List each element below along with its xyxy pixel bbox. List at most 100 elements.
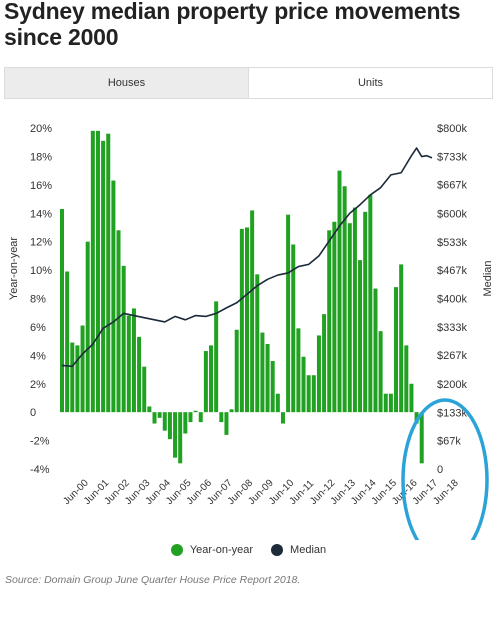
bar	[265, 343, 270, 413]
bar	[234, 329, 239, 413]
bar	[178, 412, 183, 464]
bar	[245, 227, 249, 413]
bar	[116, 230, 121, 413]
bar	[409, 383, 414, 413]
bar	[342, 186, 347, 413]
left-tick-label: 8%	[30, 294, 46, 306]
bar	[214, 301, 219, 413]
right-tick-label: $400k	[437, 294, 467, 306]
bar	[378, 331, 383, 413]
left-tick-label: -2%	[30, 436, 50, 448]
page-title: Sydney median property price movements s…	[4, 0, 461, 50]
bar	[126, 315, 131, 413]
left-tick-label: 18%	[30, 151, 52, 163]
right-tick-label: $267k	[437, 350, 467, 362]
bar	[229, 409, 234, 413]
right-tick-label: $333k	[437, 322, 467, 334]
bar	[280, 412, 285, 424]
bar	[152, 412, 157, 424]
tab-houses[interactable]: Houses	[5, 68, 248, 98]
left-tick-label: 16%	[30, 180, 52, 192]
bar	[301, 356, 306, 413]
bar	[60, 208, 64, 413]
legend: Year-on-year Median	[0, 540, 497, 560]
legend-item-year-on-year[interactable]: Year-on-year	[170, 544, 253, 556]
bar	[275, 393, 280, 413]
source-note: Source: Domain Group June Quarter House …	[5, 574, 301, 586]
bar	[270, 361, 275, 413]
bar	[131, 308, 136, 413]
bar	[327, 230, 332, 413]
chart: 20% 18% 16% 14% 12% 10% 8% 6% 4% 2% 0 -2% -4% $800k $7…	[8, 123, 494, 540]
legend-item-median[interactable]: Median	[271, 544, 326, 556]
bar	[399, 264, 404, 413]
bar	[85, 241, 90, 413]
bar	[80, 325, 85, 413]
bar	[394, 287, 399, 413]
right-tick-label: $733k	[437, 152, 467, 164]
bar	[65, 271, 70, 413]
bar	[419, 412, 424, 464]
bar	[142, 366, 147, 413]
right-tick-label: $133k	[437, 407, 467, 419]
bar	[203, 351, 208, 413]
right-tick-label: $600k	[437, 208, 467, 220]
bar	[106, 133, 111, 413]
bar	[121, 265, 126, 413]
bar	[111, 180, 116, 413]
left-tick-label: 0	[30, 407, 36, 419]
left-tick-label: 12%	[30, 237, 52, 249]
median-line	[61, 147, 433, 368]
bar	[147, 406, 152, 413]
bar	[183, 412, 188, 434]
annotation-ellipse	[401, 398, 489, 540]
left-tick-label: -4%	[30, 464, 50, 476]
right-tick-label: $467k	[437, 265, 467, 277]
right-axis-title: Median	[482, 260, 494, 296]
bar	[250, 210, 255, 413]
legend-label-median: Median	[290, 544, 327, 556]
bar	[193, 410, 198, 413]
bar	[95, 130, 100, 413]
right-tick-label: $667k	[437, 180, 467, 192]
bar	[352, 207, 357, 413]
bar	[316, 335, 321, 413]
bar	[162, 412, 167, 431]
bar	[363, 211, 368, 413]
tab-bar: Houses Units	[4, 67, 493, 99]
bar	[173, 412, 178, 458]
bar	[209, 345, 214, 413]
left-tick-label: 14%	[30, 208, 52, 220]
bar	[167, 412, 172, 440]
bar	[337, 170, 342, 413]
bar	[322, 314, 327, 413]
left-tick-label: 2%	[30, 379, 46, 391]
left-axis-title: Year-on-year	[8, 237, 20, 301]
bar	[137, 336, 142, 413]
bar	[101, 140, 106, 413]
bar	[291, 244, 296, 413]
bar	[188, 412, 193, 423]
bar	[239, 228, 244, 413]
bar	[373, 288, 378, 413]
bar	[358, 260, 363, 413]
bar	[224, 412, 229, 435]
bar	[219, 412, 224, 423]
bar	[383, 393, 388, 413]
bar	[347, 223, 352, 413]
right-tick-label: 0	[437, 464, 443, 476]
right-tick-label: $67k	[437, 435, 461, 447]
bar	[368, 194, 373, 413]
bar	[90, 130, 95, 413]
bar	[306, 375, 311, 413]
right-tick-label: $200k	[437, 379, 467, 391]
right-tick-label: $533k	[437, 237, 467, 249]
bar	[260, 332, 265, 413]
bar	[255, 274, 260, 413]
bar	[198, 412, 203, 423]
bar	[286, 214, 291, 413]
left-tick-label: 6%	[30, 322, 46, 334]
bar	[311, 375, 316, 413]
bar	[388, 393, 393, 413]
tab-units[interactable]: Units	[248, 68, 492, 98]
